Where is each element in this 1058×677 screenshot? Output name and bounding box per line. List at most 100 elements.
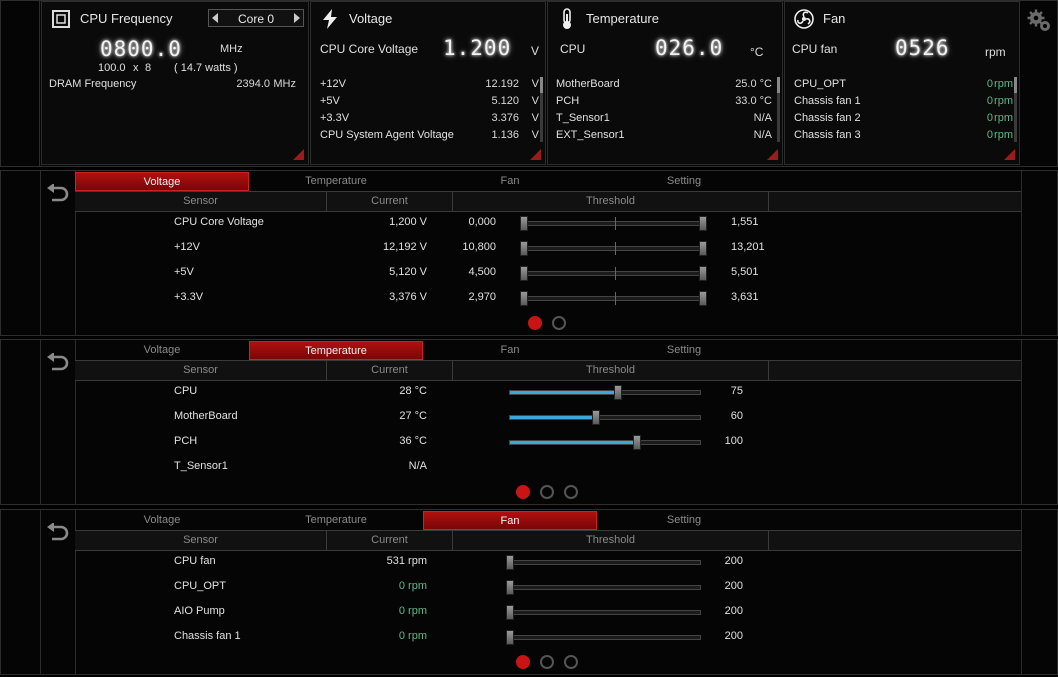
slider-handle[interactable]: [506, 630, 514, 645]
tab-temperature[interactable]: Temperature: [305, 514, 367, 526]
page-dot[interactable]: [516, 655, 530, 669]
sensor-current: 27 °C: [399, 410, 427, 422]
column-sensor: Sensor: [75, 361, 327, 380]
sensor-name: MotherBoard: [174, 410, 238, 422]
fan-card: Fan CPU fan 0526 rpm CPU_OPT 0 rpm Chassis …: [784, 1, 1020, 165]
fan-scrollbar[interactable]: [1014, 77, 1017, 142]
tab-voltage[interactable]: Voltage: [75, 172, 249, 191]
slider-handle[interactable]: [591, 410, 600, 425]
page-dot[interactable]: [540, 485, 554, 499]
column-sensor: Sensor: [75, 192, 327, 211]
threshold-value: 60: [730, 410, 743, 422]
undo-icon[interactable]: [46, 183, 70, 204]
tab-setting[interactable]: Setting: [666, 344, 702, 356]
tab-voltage[interactable]: Voltage: [143, 514, 181, 526]
voltage-range-slider[interactable]: [520, 291, 707, 306]
voltage-row-label: +12V: [320, 78, 346, 90]
threshold-high-value: 1,551: [731, 216, 759, 228]
threshold-value: 200: [724, 555, 743, 567]
range-low-handle[interactable]: [520, 291, 528, 306]
range-low-handle[interactable]: [520, 241, 528, 256]
slider-handle[interactable]: [614, 385, 623, 400]
tab-setting[interactable]: Setting: [666, 175, 702, 187]
voltage-range-slider[interactable]: [520, 266, 707, 281]
tab-fan[interactable]: Fan: [500, 175, 520, 187]
main-temp-label: CPU: [560, 42, 586, 56]
threshold-low-value: 2,970: [468, 291, 496, 303]
tab-setting[interactable]: Setting: [666, 514, 702, 526]
voltage-range-slider[interactable]: [520, 216, 707, 231]
voltage-scrollbar[interactable]: [540, 77, 543, 142]
threshold-slider[interactable]: [509, 410, 701, 425]
column-current: Current: [327, 192, 453, 211]
tab-bar: Voltage Temperature Fan Setting: [75, 172, 1021, 192]
page-dot[interactable]: [552, 316, 566, 330]
temperature-row-label: MotherBoard: [556, 78, 620, 90]
temperature-row-value: 25.0 °C: [735, 78, 772, 90]
expand-corner-icon[interactable]: [767, 149, 778, 160]
slider-handle[interactable]: [633, 435, 642, 450]
undo-icon[interactable]: [46, 522, 70, 543]
temperature-row-label: PCH: [556, 95, 580, 107]
voltage-row-unit: V: [531, 112, 539, 124]
settings-gear-icon[interactable]: [1027, 8, 1053, 34]
sensor-name: +5V: [174, 266, 194, 278]
threshold-slider[interactable]: [506, 555, 701, 570]
voltage-row-unit: V: [531, 95, 539, 107]
page-dot[interactable]: [564, 485, 578, 499]
threshold-low-value: 10,800: [462, 241, 496, 253]
threshold-value: 200: [724, 630, 743, 642]
column-current: Current: [327, 531, 453, 550]
range-low-handle[interactable]: [520, 266, 528, 281]
cpu-watts: ( 14.7 watts ): [174, 62, 238, 74]
threshold-slider[interactable]: [509, 435, 701, 450]
voltage-row-label: CPU System Agent Voltage: [320, 129, 454, 141]
page-dot[interactable]: [564, 655, 578, 669]
slider-handle[interactable]: [506, 605, 514, 620]
main-temp-unit: °C: [750, 45, 764, 59]
range-high-handle[interactable]: [699, 266, 707, 281]
threshold-slider[interactable]: [506, 605, 701, 620]
tab-temperature[interactable]: Temperature: [305, 175, 367, 187]
temperature-row-label: EXT_Sensor1: [556, 129, 625, 141]
core-next-icon[interactable]: [294, 13, 300, 23]
expand-corner-icon[interactable]: [530, 149, 541, 160]
slider-handle[interactable]: [506, 580, 514, 595]
voltage-range-slider[interactable]: [520, 241, 707, 256]
sensor-name: CPU fan: [174, 555, 216, 567]
fan-row-unit: rpm: [994, 129, 1013, 141]
threshold-slider[interactable]: [506, 630, 701, 645]
core-prev-icon[interactable]: [212, 13, 218, 23]
sensor-current: 3,376 V: [389, 291, 427, 303]
dram-frequency-label: DRAM Frequency: [49, 78, 137, 90]
fan-row-label: Chassis fan 3: [794, 129, 861, 141]
tab-voltage[interactable]: Voltage: [143, 344, 181, 356]
expand-corner-icon[interactable]: [1004, 149, 1015, 160]
range-high-handle[interactable]: [699, 291, 707, 306]
sensor-current: 5,120 V: [389, 266, 427, 278]
sensor-current: 36 °C: [399, 435, 427, 447]
core-selector[interactable]: Core 0: [208, 9, 304, 27]
sensor-current: 0 rpm: [398, 580, 427, 592]
threshold-slider[interactable]: [509, 385, 701, 400]
undo-icon[interactable]: [46, 352, 70, 373]
expand-corner-icon[interactable]: [293, 149, 304, 160]
threshold-slider[interactable]: [506, 580, 701, 595]
voltage-card: Voltage CPU Core Voltage 1.200 V +12V 12.…: [310, 1, 546, 165]
tab-fan[interactable]: Fan: [500, 344, 520, 356]
tab-fan[interactable]: Fan: [423, 511, 597, 530]
sensor-name: +3.3V: [174, 291, 204, 303]
voltage-row-value: 3.376: [491, 112, 519, 124]
page-dot[interactable]: [528, 316, 542, 330]
slider-handle[interactable]: [506, 555, 514, 570]
temperature-scrollbar[interactable]: [777, 77, 780, 142]
column-header: Sensor Current Threshold: [75, 192, 1021, 212]
temperature-row-value: 33.0 °C: [735, 95, 772, 107]
page-dot[interactable]: [516, 485, 530, 499]
cpu-frequency-card: CPU Frequency Core 0 0800.0 MHz 100.0 x …: [41, 1, 309, 165]
tab-temperature[interactable]: Temperature: [249, 341, 423, 360]
range-high-handle[interactable]: [699, 241, 707, 256]
range-low-handle[interactable]: [520, 216, 528, 231]
range-high-handle[interactable]: [699, 216, 707, 231]
page-dot[interactable]: [540, 655, 554, 669]
